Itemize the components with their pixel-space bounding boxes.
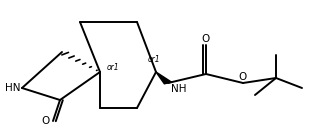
Text: O: O [41,116,49,126]
Polygon shape [156,72,172,84]
Text: NH: NH [171,84,186,94]
Text: O: O [202,34,210,44]
Text: or1: or1 [148,55,161,64]
Text: or1: or1 [107,63,120,72]
Text: HN: HN [5,83,20,93]
Text: O: O [239,72,247,82]
